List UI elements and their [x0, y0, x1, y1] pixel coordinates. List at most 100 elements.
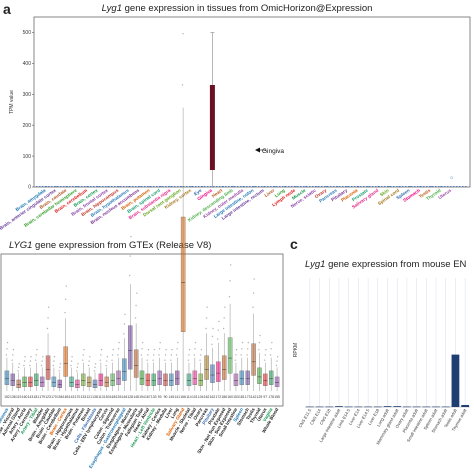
panel-b-count: 141 [174, 395, 180, 399]
panel-b-count: 97 [263, 395, 267, 399]
data-bar [221, 186, 224, 188]
box [34, 373, 39, 386]
data-bar [440, 186, 443, 188]
panel-b-category-label: Spleen [232, 407, 244, 423]
panel-b-count: 170 [51, 395, 57, 399]
outlier-point [136, 292, 138, 294]
panel-b-count: 114 [186, 395, 192, 399]
outlier-point [240, 354, 242, 356]
outlier-point [24, 356, 26, 358]
data-bar [138, 186, 141, 188]
data-bar [86, 186, 89, 188]
panel-a-letter: a [3, 1, 11, 17]
outlier-point [93, 370, 96, 372]
outlier-point [82, 354, 84, 356]
panel-c-bar [373, 406, 382, 408]
outlier-point [35, 359, 37, 361]
outlier-point [94, 366, 96, 368]
box [28, 376, 33, 387]
outlier-point [147, 354, 149, 356]
panel-c-title: Lyg1 gene expression from mouse EN [305, 259, 467, 270]
panel-b-category-label: Uterus [256, 407, 268, 422]
panel-a-frame [33, 16, 471, 188]
box [57, 379, 62, 389]
box [274, 376, 280, 387]
outlier-point [18, 363, 20, 365]
outlier-point [147, 348, 150, 351]
box [222, 355, 227, 380]
outlier-point [187, 359, 190, 361]
outlier-point [211, 335, 214, 338]
box [186, 373, 192, 386]
panel-c-bar [441, 406, 450, 408]
outlier-point [89, 356, 91, 358]
outlier-point [230, 264, 232, 266]
outlier-point [12, 354, 14, 356]
panel-b-count: 143 [69, 395, 75, 399]
outlier-point [146, 359, 148, 361]
panel-a-category-label: Ovary [314, 187, 328, 199]
outlier-point [59, 366, 61, 368]
panel-a-ytick-label: 400 [23, 61, 32, 67]
data-bar [65, 186, 68, 188]
outlier-point [194, 341, 197, 344]
box [116, 370, 121, 385]
box [151, 373, 156, 386]
panel-b: LYG1 gene expression from GTEx (Release … [0, 33, 284, 469]
panel-c-bar [344, 406, 353, 408]
outlier-point [6, 341, 9, 344]
box [16, 379, 21, 389]
data-bar [284, 186, 287, 188]
panel-c-bar [432, 406, 440, 408]
box [10, 373, 16, 386]
panel-c-bar [451, 354, 460, 407]
data-bar [304, 186, 308, 188]
panel-b-count: 145 [169, 395, 175, 399]
outlier-point [100, 348, 103, 351]
panel-b-count: 181 [239, 395, 245, 399]
panel-a-ytick-label: 500 [23, 30, 32, 36]
panel-b-count: 93 [158, 395, 162, 399]
outlier-point [264, 354, 266, 356]
panel-b-count: 146 [122, 395, 128, 399]
outlier-point [117, 354, 119, 356]
outlier-point [40, 364, 43, 367]
outlier-point [11, 359, 13, 361]
outlier-point [235, 348, 238, 351]
outlier-point [65, 285, 67, 287]
panel-c-letter: c [290, 236, 298, 252]
box [98, 373, 104, 386]
panel-b-count: 90 [164, 395, 168, 399]
outlier-point [83, 348, 85, 351]
panel-b-count: 123 [45, 395, 51, 399]
outlier-point [170, 359, 172, 361]
data-bar [388, 186, 391, 188]
panel-a-category-label: Testis [418, 187, 432, 199]
outlier-point [53, 360, 55, 362]
outlier-point [193, 354, 195, 356]
outlier-point [76, 366, 79, 368]
panel-b-frame [0, 253, 284, 407]
panel-b-count: 156 [57, 395, 63, 399]
data-bar [429, 186, 432, 188]
panel-b-count: 150 [104, 395, 110, 399]
panel-b-count: 133 [80, 395, 86, 399]
outlier-point [118, 341, 120, 344]
outlier-point [270, 348, 272, 350]
outlier-point [177, 341, 179, 344]
outlier-point [212, 327, 214, 330]
panel-c: c Lyg1 gene expression from mouse EN RPK… [290, 236, 470, 445]
outlier-point [64, 311, 66, 314]
outlier-point [111, 359, 113, 361]
panel-b-count: 101 [192, 395, 198, 399]
outlier-point [153, 348, 155, 351]
outlier-point [134, 317, 137, 319]
panel-c-bar [335, 406, 343, 407]
data-bar [346, 186, 349, 188]
outlier-point [135, 304, 137, 307]
outlier-point [277, 356, 279, 358]
outlier-point [247, 348, 249, 350]
outlier-point [164, 354, 167, 356]
